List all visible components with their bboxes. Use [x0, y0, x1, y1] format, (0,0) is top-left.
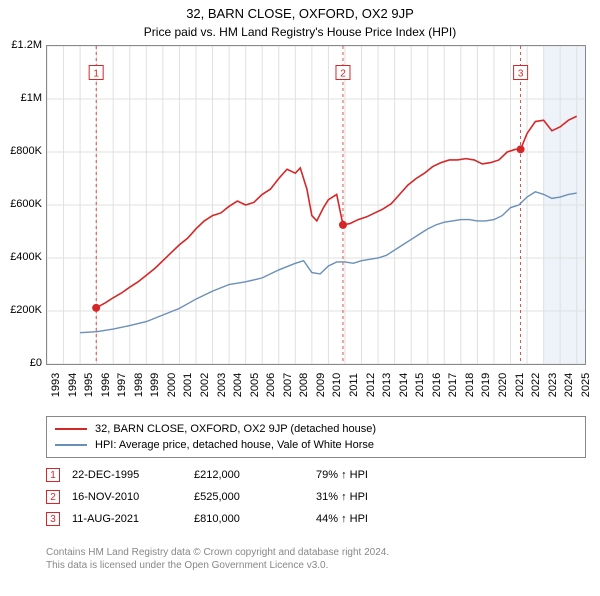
y-tick-label: £0 [0, 357, 42, 369]
legend-row: HPI: Average price, detached house, Vale… [55, 437, 577, 453]
x-tick-label: 1994 [67, 373, 79, 397]
x-tick-label: 2004 [232, 373, 244, 397]
x-tick-label: 1993 [50, 373, 62, 397]
x-tick-label: 2006 [265, 373, 277, 397]
legend-text: 32, BARN CLOSE, OXFORD, OX2 9JP (detache… [95, 423, 376, 435]
x-tick-label: 2025 [580, 373, 592, 397]
x-tick-label: 2014 [398, 373, 410, 397]
plot-svg: 1 2 3 [47, 46, 585, 364]
x-tick-label: 2022 [530, 373, 542, 397]
x-tick-label: 1995 [83, 373, 95, 397]
x-tick-label: 2013 [381, 373, 393, 397]
event-row: 1 22-DEC-1995 £212,000 79% ↑ HPI [46, 464, 586, 486]
legend-swatch [55, 444, 87, 446]
event-price: £810,000 [194, 513, 304, 525]
license-line2: This data is licensed under the Open Gov… [46, 560, 328, 571]
event-marker: 3 [46, 512, 60, 526]
chart-subtitle: Price paid vs. HM Land Registry's House … [0, 25, 600, 39]
event-diff: 44% ↑ HPI [316, 513, 426, 525]
event-price: £525,000 [194, 491, 304, 503]
license-text: Contains HM Land Registry data © Crown c… [46, 546, 586, 572]
x-tick-label: 2018 [464, 373, 476, 397]
event-price: £212,000 [194, 469, 304, 481]
svg-text:2: 2 [340, 69, 346, 80]
x-tick-label: 2007 [282, 373, 294, 397]
x-tick-label: 2020 [497, 373, 509, 397]
chart-area: 123 £0£200K£400K£600K£800K£1M£1.2M 19931… [0, 45, 600, 405]
event-row: 3 11-AUG-2021 £810,000 44% ↑ HPI [46, 508, 586, 530]
x-tick-label: 2002 [199, 373, 211, 397]
chart-container: 32, BARN CLOSE, OXFORD, OX2 9JP Price pa… [0, 6, 600, 596]
x-tick-label: 2023 [547, 373, 559, 397]
y-tick-label: £600K [0, 198, 42, 210]
x-tick-label: 1998 [133, 373, 145, 397]
event-marker: 2 [46, 490, 60, 504]
event-date: 22-DEC-1995 [72, 469, 182, 481]
x-tick-label: 1997 [116, 373, 128, 397]
event-marker: 1 [46, 468, 60, 482]
legend-text: HPI: Average price, detached house, Vale… [95, 439, 374, 451]
y-tick-label: £1M [0, 92, 42, 104]
y-tick-label: £400K [0, 251, 42, 263]
svg-text:1: 1 [93, 69, 99, 80]
legend-swatch [55, 428, 87, 430]
event-table: 1 22-DEC-1995 £212,000 79% ↑ HPI 2 16-NOV-201… [46, 464, 586, 530]
event-diff: 79% ↑ HPI [316, 469, 426, 481]
event-row: 2 16-NOV-2010 £525,000 31% ↑ HPI [46, 486, 586, 508]
chart-title: 32, BARN CLOSE, OXFORD, OX2 9JP [0, 6, 600, 21]
y-tick-label: £200K [0, 304, 42, 316]
x-tick-label: 2021 [514, 373, 526, 397]
x-tick-label: 1999 [149, 373, 161, 397]
x-tick-label: 1996 [100, 373, 112, 397]
x-tick-label: 2016 [431, 373, 443, 397]
x-tick-label: 2003 [216, 373, 228, 397]
x-tick-label: 2024 [563, 373, 575, 397]
legend-row: 32, BARN CLOSE, OXFORD, OX2 9JP (detache… [55, 421, 577, 437]
x-tick-label: 2001 [182, 373, 194, 397]
plot-region: 1 2 3 [46, 45, 586, 365]
event-date: 16-NOV-2010 [72, 491, 182, 503]
x-tick-label: 2010 [331, 373, 343, 397]
x-tick-label: 2009 [315, 373, 327, 397]
x-tick-label: 2005 [249, 373, 261, 397]
x-tick-label: 2015 [414, 373, 426, 397]
y-tick-label: £800K [0, 145, 42, 157]
legend-box: 32, BARN CLOSE, OXFORD, OX2 9JP (detache… [46, 416, 586, 458]
svg-text:3: 3 [518, 69, 524, 80]
x-tick-label: 2011 [348, 373, 360, 397]
x-tick-label: 2008 [298, 373, 310, 397]
event-diff: 31% ↑ HPI [316, 491, 426, 503]
y-tick-label: £1.2M [0, 39, 42, 51]
x-tick-label: 2012 [365, 373, 377, 397]
x-tick-label: 2017 [447, 373, 459, 397]
x-tick-label: 2019 [480, 373, 492, 397]
x-tick-label: 2000 [166, 373, 178, 397]
license-line1: Contains HM Land Registry data © Crown c… [46, 547, 389, 558]
event-date: 11-AUG-2021 [72, 513, 182, 525]
